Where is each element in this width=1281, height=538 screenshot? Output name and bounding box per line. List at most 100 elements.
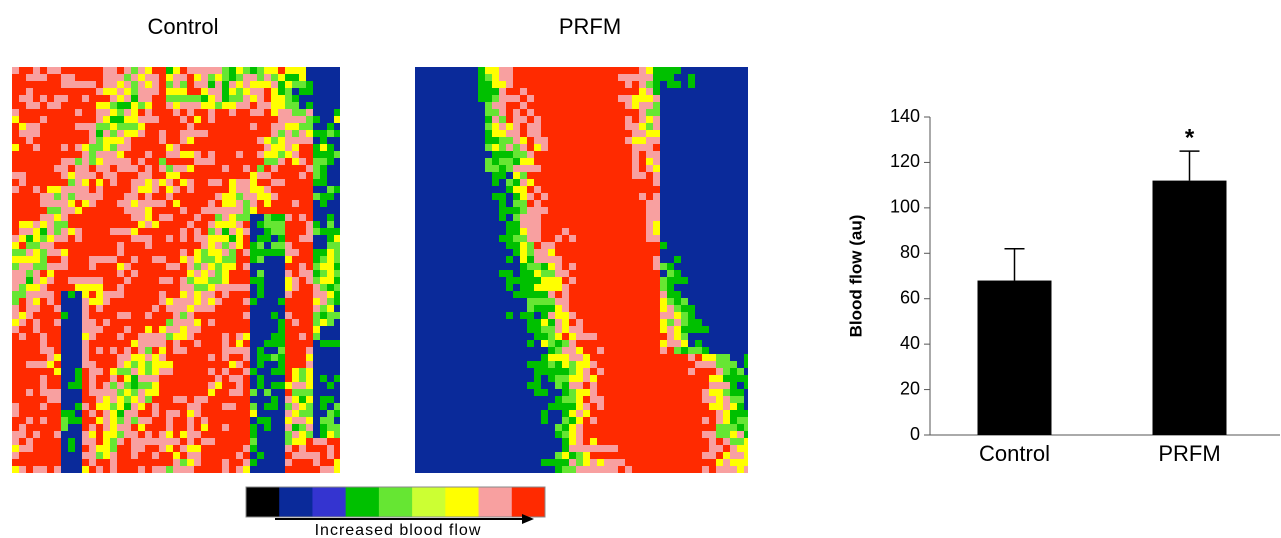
- pixel: [604, 137, 611, 144]
- pixel: [292, 67, 299, 74]
- pixel: [723, 305, 730, 312]
- pixel: [96, 459, 103, 466]
- pixel: [450, 123, 457, 130]
- pixel: [96, 284, 103, 291]
- pixel: [229, 221, 236, 228]
- pixel: [646, 368, 653, 375]
- pixel: [47, 95, 54, 102]
- pixel: [306, 312, 313, 319]
- pixel: [264, 235, 271, 242]
- pixel: [103, 459, 110, 466]
- pixel: [96, 319, 103, 326]
- pixel: [26, 116, 33, 123]
- pixel: [513, 214, 520, 221]
- pixel: [215, 214, 222, 221]
- pixel: [68, 459, 75, 466]
- pixel: [562, 144, 569, 151]
- pixel: [334, 431, 340, 438]
- pixel: [68, 298, 75, 305]
- pixel: [320, 200, 327, 207]
- pixel: [26, 221, 33, 228]
- pixel: [639, 214, 646, 221]
- pixel: [236, 284, 243, 291]
- pixel: [450, 116, 457, 123]
- pixel: [583, 116, 590, 123]
- pixel: [499, 130, 506, 137]
- pixel: [520, 256, 527, 263]
- pixel: [415, 305, 422, 312]
- pixel: [82, 193, 89, 200]
- pixel: [278, 277, 285, 284]
- pixel: [320, 270, 327, 277]
- pixel: [520, 235, 527, 242]
- pixel: [152, 151, 159, 158]
- pixel: [285, 333, 292, 340]
- pixel: [243, 459, 250, 466]
- pixel: [422, 333, 429, 340]
- pixel: [82, 116, 89, 123]
- pixel: [541, 74, 548, 81]
- pixel: [499, 340, 506, 347]
- pixel: [215, 284, 222, 291]
- pixel: [478, 207, 485, 214]
- pixel: [625, 361, 632, 368]
- pixel: [604, 291, 611, 298]
- pixel: [12, 193, 19, 200]
- pixel: [590, 151, 597, 158]
- pixel: [667, 130, 674, 137]
- pixel: [250, 438, 257, 445]
- pixel: [292, 109, 299, 116]
- pixel: [716, 270, 723, 277]
- pixel: [215, 158, 222, 165]
- pixel: [709, 270, 716, 277]
- pixel: [117, 151, 124, 158]
- pixel: [744, 270, 748, 277]
- pixel: [124, 298, 131, 305]
- pixel: [61, 424, 68, 431]
- pixel: [429, 312, 436, 319]
- pixel: [527, 277, 534, 284]
- pixel: [110, 137, 117, 144]
- pixel: [320, 165, 327, 172]
- pixel: [117, 403, 124, 410]
- pixel: [89, 333, 96, 340]
- pixel: [334, 116, 340, 123]
- pixel: [33, 438, 40, 445]
- pixel: [730, 193, 737, 200]
- pixel: [334, 459, 340, 466]
- pixel: [513, 291, 520, 298]
- pixel: [313, 361, 320, 368]
- pixel: [243, 256, 250, 263]
- pixel: [327, 214, 334, 221]
- pixel: [250, 382, 257, 389]
- pixel: [527, 179, 534, 186]
- pixel: [19, 249, 26, 256]
- pixel: [264, 417, 271, 424]
- pixel: [124, 263, 131, 270]
- pixel: [250, 144, 257, 151]
- pixel: [89, 354, 96, 361]
- pixel: [12, 277, 19, 284]
- pixel: [82, 88, 89, 95]
- pixel: [681, 263, 688, 270]
- pixel: [285, 326, 292, 333]
- pixel: [47, 88, 54, 95]
- pixel: [306, 81, 313, 88]
- pixel: [576, 382, 583, 389]
- pixel: [576, 109, 583, 116]
- pixel: [576, 242, 583, 249]
- pixel: [82, 179, 89, 186]
- pixel: [513, 235, 520, 242]
- pixel: [471, 186, 478, 193]
- pixel: [243, 207, 250, 214]
- pixel: [513, 256, 520, 263]
- pixel: [110, 214, 117, 221]
- pixel: [285, 368, 292, 375]
- pixel: [54, 326, 61, 333]
- pixel: [702, 74, 709, 81]
- pixel: [250, 466, 257, 473]
- pixel: [117, 291, 124, 298]
- pixel: [138, 137, 145, 144]
- pixel: [443, 242, 450, 249]
- pixel: [415, 172, 422, 179]
